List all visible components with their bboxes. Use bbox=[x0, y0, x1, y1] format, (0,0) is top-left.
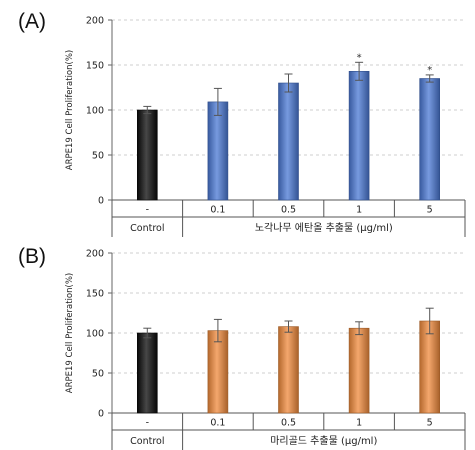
bar bbox=[137, 332, 158, 414]
panel-label: (A) bbox=[18, 10, 46, 33]
category-label: 0.5 bbox=[281, 418, 296, 429]
y-axis-title: ARPE19 Cell Proliferation(%) bbox=[65, 50, 75, 170]
chart-panel-a: (A) 0 50 100 150 200 ARPE19 Cell Proliferation… bbox=[18, 10, 466, 237]
group-label-extract: 마리골드 추출물 (µg/ml) bbox=[270, 435, 377, 447]
significance-marker: * bbox=[427, 65, 432, 76]
bar bbox=[207, 330, 229, 414]
significance-marker: * bbox=[357, 52, 362, 63]
group-label-control: Control bbox=[130, 436, 164, 447]
bar bbox=[419, 320, 441, 414]
category-label: 0.5 bbox=[281, 205, 296, 216]
chart-panel-b: (B) 0 50 100 150 200 ARPE19 Cell Proliferation… bbox=[18, 245, 466, 450]
bar bbox=[348, 71, 370, 201]
bar bbox=[278, 82, 299, 201]
y-tick-label: 50 bbox=[92, 151, 104, 162]
category-label: 0.1 bbox=[210, 205, 225, 216]
y-tick-label: 100 bbox=[86, 106, 104, 117]
y-axis-title: ARPE19 Cell Proliferation(%) bbox=[65, 273, 75, 393]
y-tick-label: 50 bbox=[92, 369, 104, 380]
category-label: 1 bbox=[356, 205, 362, 216]
y-tick-label: 100 bbox=[86, 329, 104, 340]
group-label-extract: 노각나무 에탄올 추출물 (µg/ml) bbox=[255, 222, 393, 234]
category-label: - bbox=[146, 205, 149, 216]
y-tick-label: 0 bbox=[98, 196, 104, 207]
bar bbox=[137, 109, 158, 201]
category-label: 0.1 bbox=[210, 418, 225, 429]
category-label: 1 bbox=[356, 418, 362, 429]
category-label: 5 bbox=[427, 205, 433, 216]
bar bbox=[419, 78, 441, 201]
bar bbox=[207, 101, 229, 201]
y-tick-label: 200 bbox=[86, 249, 104, 260]
y-tick-label: 0 bbox=[98, 409, 104, 420]
y-tick-label: 150 bbox=[86, 289, 104, 300]
y-tick-label: 150 bbox=[86, 61, 104, 72]
panel-label: (B) bbox=[18, 245, 46, 268]
group-label-control: Control bbox=[130, 223, 164, 234]
category-label: 5 bbox=[427, 418, 433, 429]
category-label: - bbox=[146, 418, 149, 429]
bar bbox=[348, 327, 370, 414]
y-tick-label: 200 bbox=[86, 16, 104, 27]
bar bbox=[278, 326, 299, 414]
